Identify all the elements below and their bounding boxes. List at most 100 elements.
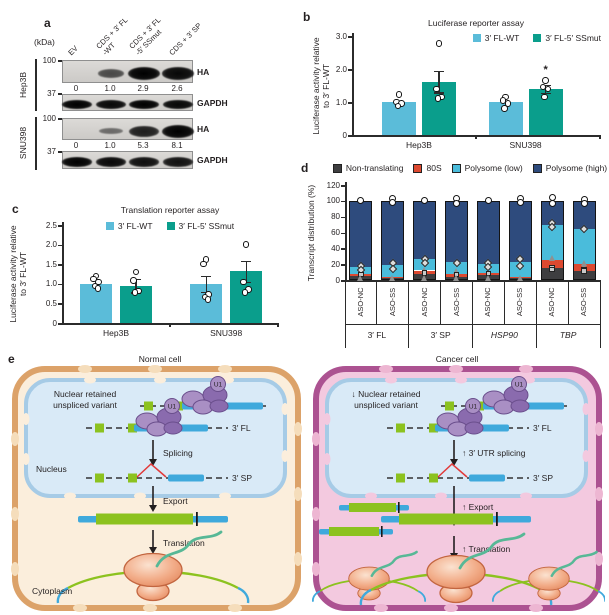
error-bar-line [205,275,207,293]
data-point-triangle [453,274,460,281]
band-quantification: 8.1 [171,141,183,150]
bar-separator [376,280,378,324]
panel-letter-d: d [301,161,309,175]
retained-variant-label-line2: unspliced variant [53,400,117,410]
u1-snrnp-complex: U1 [135,398,183,437]
sp-transcript [86,462,228,483]
x-category-label: SNU398 [509,140,542,150]
data-point-triangle [484,274,491,281]
protein-band [99,127,123,135]
fl-label: 3′ FL [232,423,251,433]
lane-label: CDS + 3′ SP [167,20,204,57]
error-bar-cap [433,70,444,72]
protein-band [62,157,92,167]
protein-band [128,67,160,81]
y-tick [58,264,62,266]
u1-label: U1 [214,382,223,389]
y-tick-label: 2.5 [45,220,57,230]
error-bar-cap [201,275,212,277]
protein-band [129,157,159,167]
lane-label: CDS + 3′ FL -5′ SSmut [127,15,163,57]
data-point [130,277,137,284]
translation-arrow [149,530,157,554]
cell-membrane-pores [312,365,603,612]
data-point [95,278,102,286]
marker-tick [58,118,62,120]
lane-label: CDS + 3′ FL -WT [94,15,130,57]
marker-tick [58,151,62,153]
band-quantification: 0 [73,84,79,93]
legend-label: 80S [426,163,442,173]
stack-segment [413,200,437,260]
stack-segment [476,200,500,265]
molecular-weight-marker: 37 [47,89,56,98]
data-point [544,85,552,93]
stack-segment [572,271,596,280]
ha-label: HA [197,66,210,77]
data-point [395,91,403,98]
protein-band [163,157,193,167]
x-tick [277,323,279,327]
data-point-circle [580,199,588,207]
y-tick-label: 120 [326,180,340,190]
x-tick [169,323,171,327]
band-quantification: 1.0 [104,141,116,150]
nascent-protein [370,550,418,578]
legend-swatch [451,163,461,173]
chart-title: Translation reporter assay [120,205,220,215]
y-axis-line [345,182,347,280]
cell-line-label: SNU398 [18,126,28,160]
legend-label: Non-translating [345,163,404,173]
x-bar-label: ASO-SS [515,287,525,317]
data-point [394,102,402,110]
retained-variant-label-line1: ↓ Nuclear retained [352,389,421,399]
y-tick-label: 1.0 [45,279,57,289]
normal-cell-diagram: Nuclear retained unspliced variant U1 [11,365,302,612]
legend-label: 3′ FL-5′ SSmut [178,221,235,231]
splicing-arrow [450,440,458,466]
y-axis-line [352,33,354,135]
legend-item: Polysome (low) [451,163,523,173]
blot-image [62,118,194,140]
panel-letter-a: a [44,16,51,30]
y-tick [341,200,345,203]
legend-swatch [533,34,542,42]
group-separator [408,280,410,348]
protein-band [163,99,193,110]
x-tick [599,135,601,139]
ha-label: HA [197,124,210,134]
y-tick [348,36,352,38]
legend-swatch [105,222,114,230]
panel-letter-c: c [12,202,19,216]
stack-segment [540,200,564,225]
error-bar-line [438,70,440,93]
transcript-distribution-chart: Non-translating 80S Polysome (low) Polysome… [303,156,607,356]
data-point [132,268,140,276]
data-point-square [549,266,555,273]
y-tick-label: 40 [331,243,340,253]
legend-label: Polysome (low) [464,163,523,173]
u1-snrnp-complex: U1 [436,398,484,437]
marker-tick [58,60,62,62]
stack-segment [540,268,564,280]
u1-label: U1 [469,404,478,411]
stack-segment [445,200,469,262]
translation-reporter-chart: Translation reporter assay 3′ FL-WT 3′ FL-… [0,200,302,358]
x-bar-label: ASO-SS [387,287,397,317]
u1-snrnp-complex: U1 [482,376,530,415]
data-point [200,260,207,268]
exported-mrna-1 [339,502,409,513]
data-point [435,40,443,47]
luciferase-reporter-chart: Luciferase reporter assay 3′ FL-WT 3′ FL-5… [305,10,607,162]
bar-separator [567,280,569,324]
y-tick [341,185,345,187]
data-point-circle [389,198,397,206]
data-point [433,85,440,93]
mature-mrna [381,512,531,526]
data-point [541,93,548,101]
data-point [94,285,102,292]
stack-segment [540,260,564,269]
data-point [131,289,139,296]
splicing-arrow [149,440,157,466]
molecular-weight-marker: 37 [47,147,56,156]
